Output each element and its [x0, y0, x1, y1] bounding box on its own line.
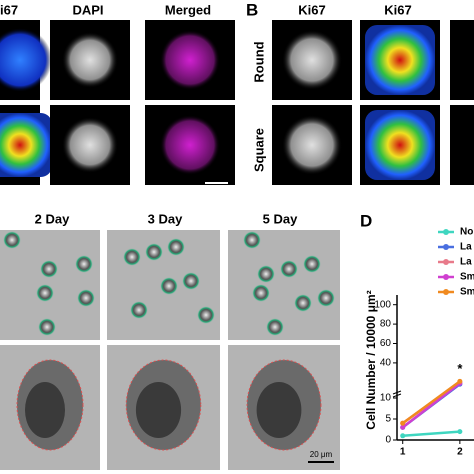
image-blob [62, 32, 118, 88]
legend-marker [443, 244, 449, 250]
image-blob [0, 113, 52, 177]
legend-marker [443, 229, 449, 235]
series-line [401, 382, 461, 429]
image-tile [450, 105, 474, 185]
cell [317, 289, 335, 307]
column-label: Merged [165, 2, 211, 17]
panel-letter: B [246, 0, 258, 19]
axis-break [392, 393, 402, 398]
cell [40, 260, 58, 278]
cell [197, 306, 215, 324]
series-line [402, 430, 460, 438]
cell [182, 272, 200, 290]
axis-break [392, 390, 402, 395]
y-tick-label: 80 [380, 319, 392, 330]
image-tile [450, 20, 474, 100]
y-tick-label: 5 [385, 414, 391, 425]
image-blob [62, 117, 118, 173]
y-tick-label: 40 [380, 358, 392, 369]
y-tick-label: 60 [380, 338, 392, 349]
cluster-core [256, 382, 302, 438]
image-blob [282, 30, 342, 90]
x-tick-label: 1 [400, 447, 406, 458]
panel-letter: D [360, 211, 372, 230]
image-blob [160, 30, 220, 90]
image-blob [282, 115, 342, 175]
column-label: 3 Day [148, 211, 183, 226]
legend-marker [443, 259, 449, 265]
y-tick-label: 10 [380, 393, 392, 404]
row-label: Square [251, 128, 266, 172]
images [0, 20, 474, 470]
legend-label: No [460, 227, 473, 238]
cell [36, 284, 54, 302]
scale-bar-label: 20 μm [310, 450, 333, 459]
point [400, 433, 406, 439]
point [457, 429, 463, 435]
row-label: Round [251, 41, 266, 82]
legend-label: Sm [460, 272, 474, 283]
cluster-core [25, 382, 65, 438]
y-axis-title: Cell Number / 10000 μm² [364, 290, 378, 429]
point [400, 424, 406, 430]
legend-label: La [460, 257, 472, 268]
column-label: 2 Day [35, 211, 70, 226]
cell [145, 243, 163, 261]
cell [123, 248, 141, 266]
cell [303, 255, 321, 273]
series-line [401, 380, 461, 425]
cluster-core [135, 382, 182, 438]
y-tick-label: 100 [374, 299, 391, 310]
cell [75, 255, 93, 273]
brightfield [228, 230, 340, 340]
cell [167, 238, 185, 256]
cell [243, 231, 261, 249]
scale-bar-label: 20 μm [206, 187, 229, 196]
chart: 0 5 10 40 60 80 100 1 2 No La La Sm Sm * [374, 227, 474, 458]
cell [280, 260, 298, 278]
image-blob [0, 28, 52, 92]
image-blob [365, 25, 435, 95]
cell [294, 294, 312, 312]
cell [252, 284, 270, 302]
column-label: i67 [0, 2, 18, 17]
x-tick-label: 2 [457, 447, 463, 458]
point [400, 420, 406, 426]
cell [257, 265, 275, 283]
legend-marker [443, 289, 449, 295]
legend-marker [443, 274, 449, 280]
column-label: Ki67 [298, 2, 325, 17]
y-tick-label: 0 [385, 435, 391, 446]
legend-label: Sm [460, 287, 474, 298]
cell [77, 289, 95, 307]
cell [38, 318, 56, 336]
image-blob [160, 115, 220, 175]
cell [266, 318, 284, 336]
cell [160, 277, 178, 295]
image-blob [365, 110, 435, 180]
cell [3, 231, 21, 249]
point [457, 378, 463, 384]
column-label: Ki67 [384, 2, 411, 17]
column-label: 5 Day [263, 211, 298, 226]
cell [130, 301, 148, 319]
annotation: * [457, 361, 463, 376]
legend-label: La [460, 242, 472, 253]
column-label: DAPI [72, 2, 103, 17]
